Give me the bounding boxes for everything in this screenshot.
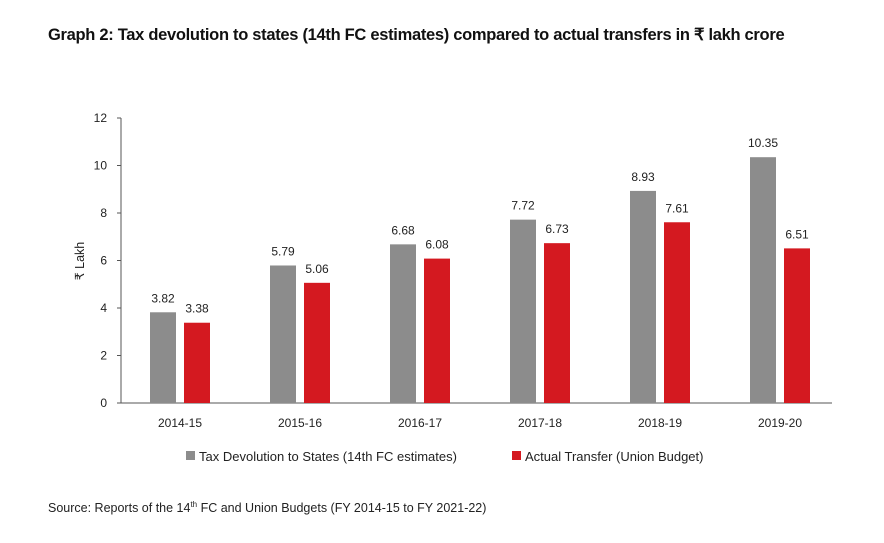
data-label-tax-devolution: 8.93	[631, 170, 655, 184]
legend-label-tax: Tax Devolution to States (14th FC estima…	[199, 449, 457, 464]
legend-label-actual: Actual Transfer (Union Budget)	[525, 449, 703, 464]
data-label-tax-devolution: 7.72	[511, 199, 535, 213]
bar-tax-devolution	[630, 190, 656, 403]
x-tick-label: 2019-20	[758, 416, 802, 430]
data-label-tax-devolution: 10.35	[748, 136, 778, 150]
legend-swatch-tax	[186, 451, 195, 460]
y-tick-label: 0	[100, 396, 107, 410]
bar-actual-transfer	[664, 222, 690, 403]
data-label-actual-transfer: 3.38	[185, 302, 209, 316]
bar-actual-transfer	[544, 243, 570, 403]
y-tick-label: 4	[100, 301, 107, 315]
y-axis-title: ₹ Lakh	[73, 242, 87, 281]
x-tick-label: 2017-18	[518, 416, 562, 430]
data-label-tax-devolution: 5.79	[271, 244, 295, 258]
y-tick-label: 10	[94, 159, 108, 173]
y-tick-label: 8	[100, 206, 107, 220]
bar-actual-transfer	[784, 248, 810, 403]
bar-actual-transfer	[424, 258, 450, 403]
bar-actual-transfer	[304, 282, 330, 403]
data-label-tax-devolution: 6.68	[391, 223, 415, 237]
x-tick-label: 2015-16	[278, 416, 322, 430]
x-tick-label: 2016-17	[398, 416, 442, 430]
data-label-actual-transfer: 6.73	[545, 222, 569, 236]
bar-tax-devolution	[390, 244, 416, 403]
chart-title: Graph 2: Tax devolution to states (14th …	[48, 26, 785, 44]
source-note: Source: Reports of the 14th FC and Union…	[48, 500, 486, 515]
y-tick-label: 12	[94, 111, 108, 125]
data-label-actual-transfer: 6.51	[785, 227, 809, 241]
data-label-actual-transfer: 5.06	[305, 262, 329, 276]
x-tick-label: 2014-15	[158, 416, 202, 430]
data-label-actual-transfer: 6.08	[425, 238, 449, 252]
source-suffix: FC and Union Budgets (FY 2014-15 to FY 2…	[197, 501, 487, 516]
data-label-tax-devolution: 3.82	[151, 291, 175, 305]
y-tick-label: 2	[100, 349, 107, 363]
bar-tax-devolution	[510, 219, 536, 403]
legend-swatch-actual	[512, 451, 521, 460]
bar-tax-devolution	[750, 157, 776, 403]
source-prefix: Source: Reports of the 14	[48, 501, 191, 516]
bar-actual-transfer	[184, 322, 210, 403]
bar-tax-devolution	[150, 312, 176, 403]
source-sup: th	[190, 500, 198, 509]
data-label-actual-transfer: 7.61	[665, 201, 689, 215]
x-tick-label: 2018-19	[638, 416, 682, 430]
bar-tax-devolution	[270, 265, 296, 403]
y-tick-label: 6	[100, 254, 107, 268]
